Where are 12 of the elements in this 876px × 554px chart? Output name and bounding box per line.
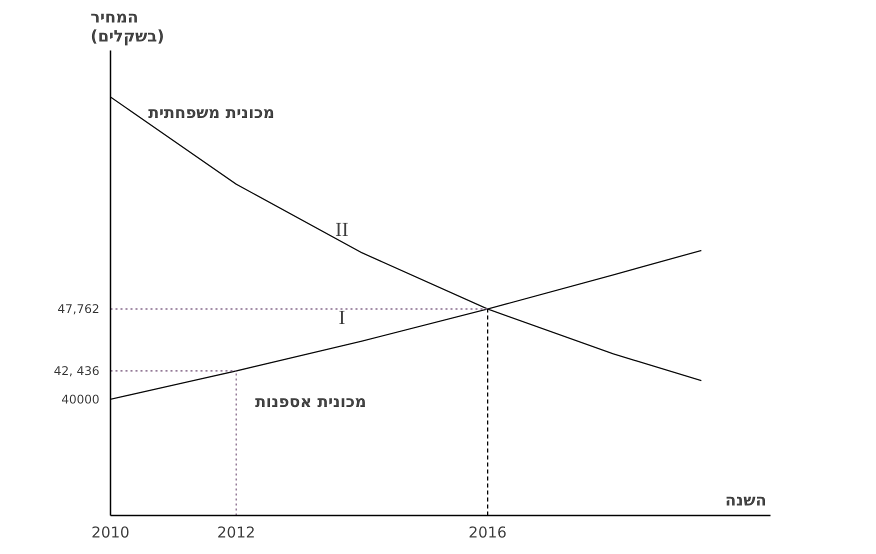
y-tick-label: 40000: [61, 392, 100, 406]
y-tick-label: 42, 436: [54, 364, 100, 378]
x-tick-label: 2012: [217, 524, 256, 542]
annotation: I: [338, 307, 346, 330]
x-tick-label: 2016: [468, 524, 507, 542]
x-tick-label: 2010: [91, 524, 130, 542]
annotation: II: [335, 218, 349, 241]
x-axis-title: השנה: [725, 490, 767, 510]
series-label: מכונית משפחתית: [148, 103, 275, 122]
y-axis-title: המחיר (בשקלים): [90, 8, 164, 46]
series-label: מכונית אספנות: [255, 392, 366, 411]
y-tick-label: 47,762: [58, 302, 100, 316]
